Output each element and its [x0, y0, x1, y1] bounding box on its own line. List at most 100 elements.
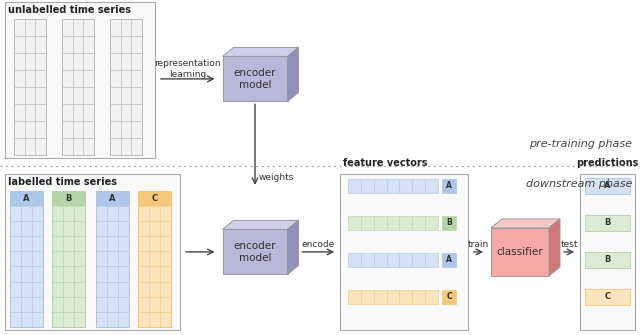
Bar [83, 70, 94, 87]
Bar [73, 70, 83, 87]
Bar [74, 266, 85, 282]
Bar [14, 121, 25, 138]
Bar [74, 312, 85, 327]
Bar [52, 282, 63, 297]
Bar [10, 221, 21, 236]
Bar [63, 191, 74, 206]
Bar [74, 297, 85, 312]
Bar [138, 312, 149, 327]
Bar [10, 312, 21, 327]
Bar [107, 297, 118, 312]
FancyBboxPatch shape [223, 56, 287, 102]
Bar [35, 87, 46, 104]
FancyBboxPatch shape [585, 252, 630, 268]
Polygon shape [223, 48, 298, 56]
Bar [32, 191, 43, 206]
Text: unlabelled time series: unlabelled time series [8, 5, 131, 15]
Bar [73, 87, 83, 104]
Bar [62, 53, 73, 70]
Bar [110, 87, 121, 104]
Bar [138, 191, 149, 206]
Text: A: A [23, 194, 29, 203]
Bar [138, 206, 149, 221]
Bar [96, 266, 107, 282]
Bar [121, 121, 131, 138]
Bar [74, 191, 85, 206]
Bar [361, 179, 374, 193]
Bar [361, 253, 374, 267]
Text: A: A [109, 194, 116, 203]
Text: B: B [446, 218, 452, 227]
Bar [131, 53, 142, 70]
Bar [83, 87, 94, 104]
Text: train: train [468, 241, 489, 250]
Bar [83, 104, 94, 121]
Bar [121, 138, 131, 155]
Bar [52, 251, 63, 266]
Bar [107, 251, 118, 266]
Bar [63, 236, 74, 251]
Bar [14, 53, 25, 70]
Bar [52, 312, 63, 327]
Bar [74, 206, 85, 221]
Polygon shape [549, 219, 560, 276]
Bar [160, 191, 171, 206]
Bar [425, 253, 438, 267]
Bar [21, 236, 32, 251]
FancyBboxPatch shape [442, 253, 456, 267]
Text: A: A [446, 181, 452, 190]
Bar [160, 206, 171, 221]
Bar [83, 138, 94, 155]
Bar [62, 19, 73, 36]
FancyBboxPatch shape [585, 215, 630, 231]
Bar [149, 221, 160, 236]
Bar [138, 251, 149, 266]
Bar [83, 53, 94, 70]
Bar [32, 312, 43, 327]
Bar [121, 36, 131, 53]
Text: representation
learning: representation learning [154, 59, 221, 79]
Bar [110, 121, 121, 138]
Bar [52, 206, 63, 221]
Bar [83, 36, 94, 53]
Bar [14, 19, 25, 36]
Bar [121, 53, 131, 70]
Bar [96, 312, 107, 327]
Bar [110, 104, 121, 121]
Bar [96, 191, 107, 206]
Bar [96, 191, 129, 327]
Bar [52, 297, 63, 312]
Bar [118, 251, 129, 266]
Bar [63, 297, 74, 312]
Bar [32, 297, 43, 312]
Bar [21, 312, 32, 327]
Bar [348, 216, 361, 230]
Bar [425, 290, 438, 304]
Text: B: B [65, 194, 72, 203]
Bar [96, 236, 107, 251]
Bar [107, 206, 118, 221]
Bar [160, 236, 171, 251]
Text: C: C [152, 194, 157, 203]
Bar [21, 282, 32, 297]
Bar [21, 266, 32, 282]
FancyBboxPatch shape [442, 290, 456, 304]
Bar [52, 191, 63, 206]
Text: A: A [446, 255, 452, 264]
Text: C: C [604, 292, 611, 302]
Bar [62, 87, 73, 104]
FancyBboxPatch shape [442, 179, 456, 193]
Bar [348, 179, 361, 193]
Bar [374, 253, 387, 267]
Bar [149, 236, 160, 251]
Text: encode: encode [301, 241, 335, 250]
Text: weights: weights [259, 173, 294, 182]
Bar [52, 236, 63, 251]
Bar [374, 216, 387, 230]
Bar [25, 36, 35, 53]
FancyBboxPatch shape [223, 229, 287, 274]
FancyBboxPatch shape [491, 228, 549, 276]
Text: A: A [604, 181, 611, 190]
Bar [399, 253, 412, 267]
Bar [35, 36, 46, 53]
